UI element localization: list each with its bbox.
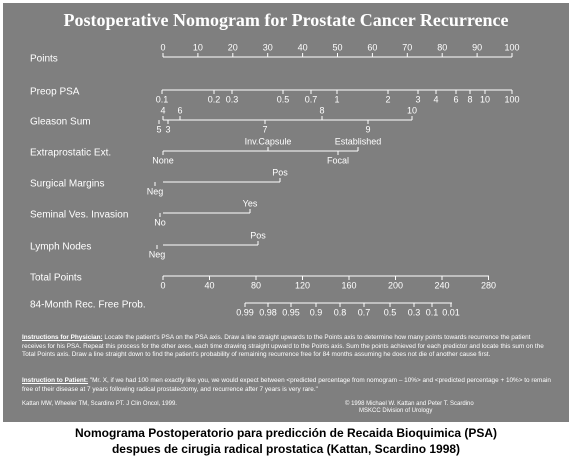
tick-label: 0.5 — [384, 307, 397, 317]
instruction-text: "Mr. X, if we had 100 men exactly like y… — [22, 377, 551, 393]
tick-label: 4 — [160, 105, 165, 115]
tick-label: 0.99 — [236, 307, 254, 317]
nomogram: Postoperative Nomogram for Prostate Canc… — [30, 10, 520, 317]
tick-label: 5 — [156, 124, 161, 134]
tick-label: 100 — [504, 42, 519, 52]
row-label: Total Points — [30, 273, 82, 284]
tick-label: 160 — [341, 280, 356, 290]
tick-label: 0.1 — [426, 307, 439, 317]
row-label: Points — [30, 54, 58, 65]
tick-label: 90 — [472, 42, 482, 52]
tick-label: 6 — [453, 94, 458, 104]
tick-label: 0.1 — [156, 94, 169, 104]
tick-label: 0.3 — [408, 307, 421, 317]
tick-label: 50 — [332, 42, 342, 52]
tick-label: 3 — [415, 94, 420, 104]
instruction-lead: Instruction to Patient: — [22, 377, 89, 384]
copyright-line: MSKCC Division of Urology — [359, 408, 433, 414]
tick-label: Established — [335, 136, 382, 146]
tick-label: 10 — [407, 105, 417, 115]
tick-label: 120 — [295, 280, 310, 290]
tick-label: None — [152, 155, 174, 165]
tick-label: 7 — [262, 124, 267, 134]
tick-label: Pos — [250, 230, 266, 240]
tick-label: 60 — [367, 42, 377, 52]
tick-label: 80 — [251, 280, 261, 290]
tick-label: 10 — [480, 94, 490, 104]
row-label: 84-Month Rec. Free Prob. — [30, 300, 146, 311]
row-label: Surgical Margins — [30, 179, 104, 190]
tick-label: 0.2 — [208, 94, 221, 104]
tick-label: 40 — [298, 42, 308, 52]
tick-label: 1 — [334, 94, 339, 104]
tick-label: Neg — [147, 186, 164, 196]
tick-label: 80 — [437, 42, 447, 52]
tick-label: 4 — [433, 94, 438, 104]
instruction-lead: Instructions for Physician: — [22, 334, 103, 341]
tick-label: 240 — [434, 280, 449, 290]
caption-line: Nomograma Postoperatorio para predicción… — [74, 426, 498, 440]
tick-label: 10 — [193, 42, 203, 52]
tick-label: 6 — [177, 105, 182, 115]
tick-label: 30 — [263, 42, 273, 52]
tick-label: 0.7 — [358, 307, 371, 317]
tick-label: Yes — [243, 198, 258, 208]
tick-label: 0.7 — [305, 94, 318, 104]
tick-label: 0.3 — [226, 94, 239, 104]
tick-label: 8 — [467, 94, 472, 104]
instruction-text: Locate the patient's PSA on the PSA axis… — [22, 334, 544, 358]
tick-label: Pos — [272, 167, 288, 177]
tick-label: 100 — [504, 94, 519, 104]
nomogram-panel — [3, 3, 569, 422]
tick-label: 2 — [385, 94, 390, 104]
patient-instructions: Instruction to Patient: "Mr. X, if we ha… — [22, 377, 552, 394]
physician-instructions: Instructions for Physician: Locate the p… — [22, 334, 552, 360]
tick-label: 0 — [160, 280, 165, 290]
tick-label: 40 — [204, 280, 214, 290]
tick-label: 70 — [402, 42, 412, 52]
citation: Kattan MW, Wheeler TM, Scardino PT. J Cl… — [22, 401, 177, 407]
tick-label: 3 — [165, 124, 170, 134]
tick-label: 280 — [481, 280, 496, 290]
tick-label: 200 — [388, 280, 403, 290]
tick-label: 0.5 — [277, 94, 290, 104]
row-label: Lymph Nodes — [30, 242, 91, 253]
tick-label: 0.95 — [282, 307, 300, 317]
copyright-line: © 1998 Michael W. Kattan and Peter T. Sc… — [345, 401, 474, 407]
caption: Nomograma Postoperatorio para predicción… — [0, 425, 572, 457]
tick-label: 0.9 — [310, 307, 323, 317]
caption-line: despues de cirugia radical prostatica (K… — [111, 442, 461, 456]
tick-label: Focal — [327, 155, 349, 165]
row-label: Seminal Ves. Invasion — [30, 210, 128, 221]
copyright: © 1998 Michael W. Kattan and Peter T. Sc… — [345, 401, 474, 415]
tick-label: No — [154, 217, 166, 227]
row-label: Preop PSA — [30, 87, 80, 98]
tick-label: 0.8 — [334, 307, 347, 317]
tick-label: 8 — [319, 105, 324, 115]
title: Postoperative Nomogram for Prostate Canc… — [63, 10, 508, 30]
tick-label: 0.98 — [259, 307, 277, 317]
tick-label: 0.01 — [442, 307, 460, 317]
tick-label: Neg — [149, 249, 166, 259]
tick-label: 20 — [228, 42, 238, 52]
tick-label: 0 — [160, 42, 165, 52]
tick-label: 9 — [365, 124, 370, 134]
tick-label: Inv.Capsule — [245, 136, 292, 146]
row-label: Gleason Sum — [30, 117, 91, 128]
row-label: Extraprostatic Ext. — [30, 148, 111, 159]
